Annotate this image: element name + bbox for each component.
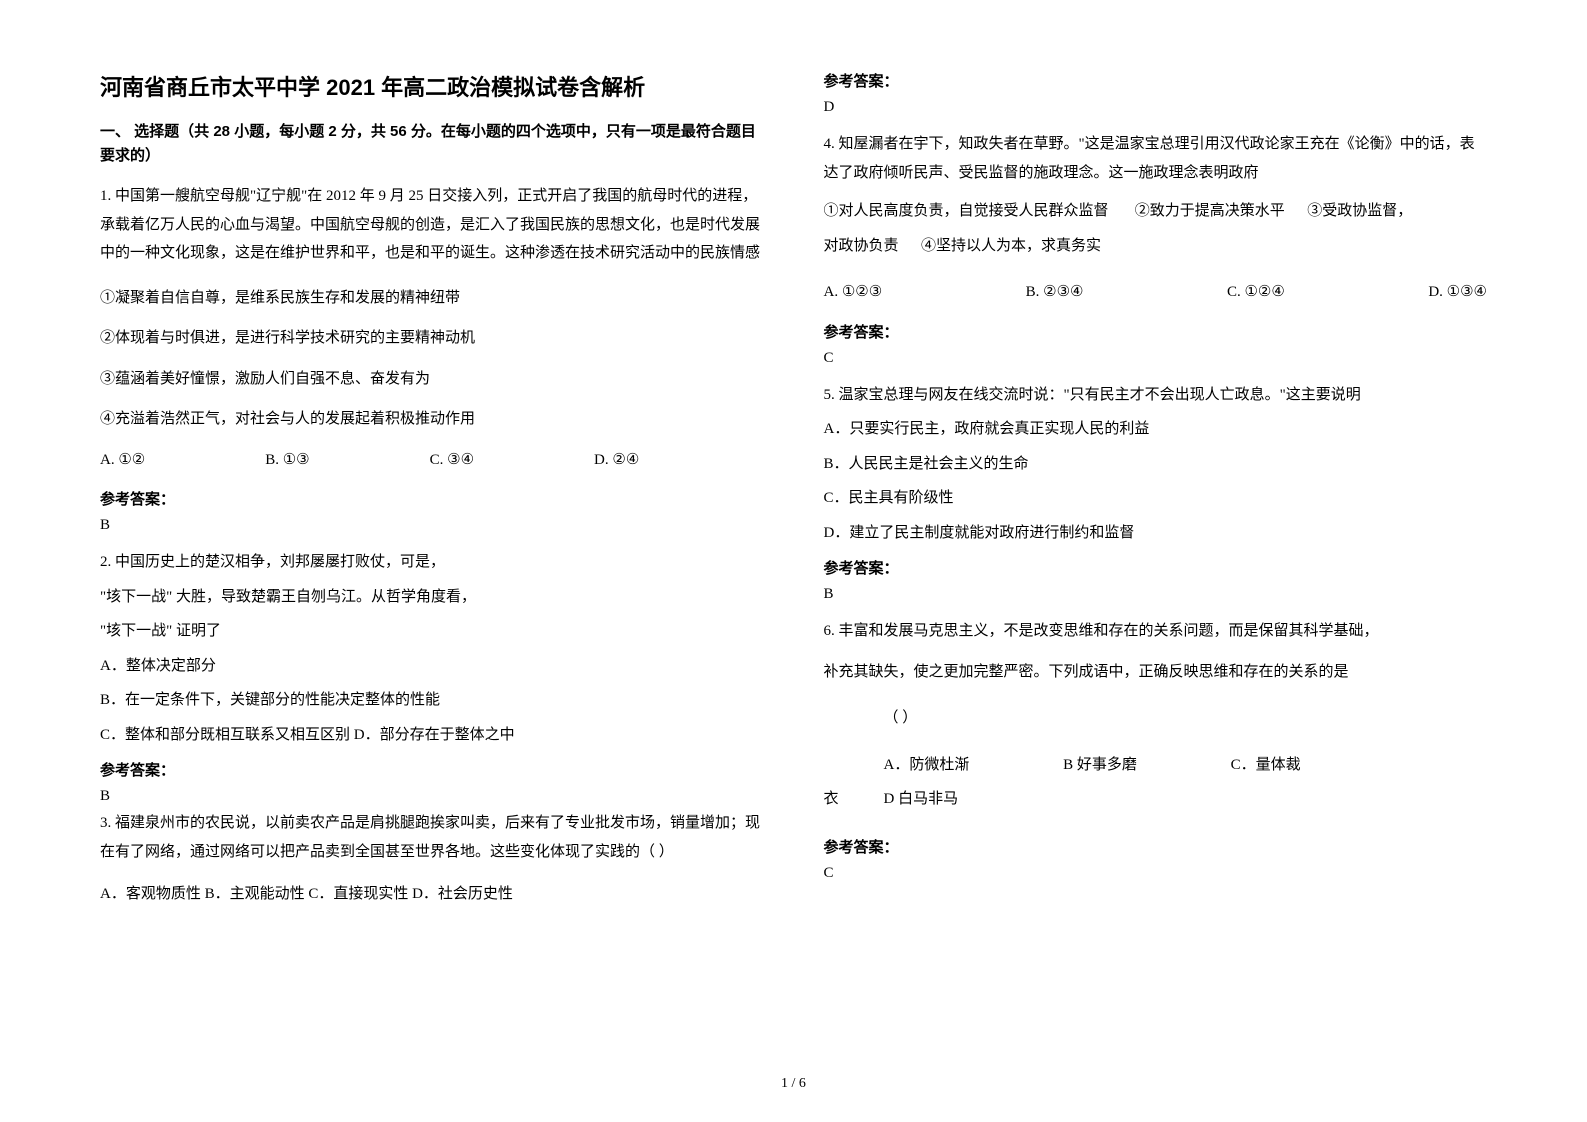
q4-answer-label: 参考答案： — [824, 321, 1488, 342]
q5-choice-b: B．人民民主是社会主义的生命 — [824, 450, 1488, 479]
q4-stmt3: ③受政协监督， — [1307, 203, 1412, 219]
q5-choice-c: C．民主具有阶级性 — [824, 484, 1488, 513]
section-heading: 一、 选择题（共 28 小题，每小题 2 分，共 56 分。在每小题的四个选项中… — [100, 120, 764, 168]
q6-answer: C — [824, 865, 1488, 882]
q4-choice-b: B. ②③④ — [1026, 278, 1084, 307]
right-column: 参考答案： D 4. 知屋漏者在宇下，知政失者在草野。"这是温家宝总理引用汉代政… — [824, 70, 1488, 1070]
q1-opt1: ①凝聚着自信自尊，是维系民族生存和发展的精神纽带 — [100, 284, 764, 313]
q6-line2: 补充其缺失，使之更加完整严密。下列成语中，正确反映思维和存在的关系的是 — [824, 658, 1488, 687]
q6-choice-b: B 好事多磨 — [1063, 757, 1137, 773]
left-column: 河南省商丘市太平中学 2021 年高二政治模拟试卷含解析 一、 选择题（共 28… — [100, 70, 764, 1070]
q1-answer-label: 参考答案： — [100, 488, 764, 509]
q1-choice-c: C. ③④ — [430, 446, 474, 475]
q5-stem: 5. 温家宝总理与网友在线交流时说："只有民主才不会出现人亡政息。"这主要说明 — [824, 381, 1488, 410]
q4-stmt2: ②致力于提高决策水平 — [1135, 203, 1285, 219]
q1-answer: B — [100, 517, 764, 534]
q4-stmts-l1: ①对人民高度负责，自觉接受人民群众监督 ②致力于提高决策水平 ③受政协监督， — [824, 197, 1488, 226]
q6-paren: （ ） — [824, 704, 1488, 733]
q2-answer: B — [100, 788, 764, 805]
q4-choices: A. ①②③ B. ②③④ C. ①②④ D. ①③④ — [824, 278, 1488, 307]
q4-stmt3-cont: 对政协负责 — [824, 238, 899, 254]
page-footer: 1 / 6 — [0, 1076, 1587, 1092]
q4-stmts-l2: 对政协负责 ④坚持以人为本，求真务实 — [824, 232, 1488, 261]
q1-choice-d: D. ②④ — [594, 446, 639, 475]
q4-choice-d: D. ①③④ — [1428, 278, 1487, 307]
q1-choices: A. ①② B. ①③ C. ③④ D. ②④ — [100, 446, 764, 475]
q6-answer-label: 参考答案： — [824, 836, 1488, 857]
q2-line1: 2. 中国历史上的楚汉相争，刘邦屡屡打败仗，可是， — [100, 548, 764, 577]
q1-stem: 1. 中国第一艘航空母舰"辽宁舰"在 2012 年 9 月 25 日交接入列，正… — [100, 182, 764, 268]
q1-opt3: ③蕴涵着美好憧憬，激励人们自强不息、奋发有为 — [100, 365, 764, 394]
q2-answer-label: 参考答案： — [100, 759, 764, 780]
exam-title: 河南省商丘市太平中学 2021 年高二政治模拟试卷含解析 — [100, 70, 764, 102]
q2-choice-cd: C．整体和部分既相互联系又相互区别 D．部分存在于整体之中 — [100, 721, 764, 750]
q2-line2: "垓下一战" 大胜，导致楚霸王自刎乌江。从哲学角度看， — [100, 583, 764, 612]
q6-choice-c: C．量体裁 — [1231, 757, 1301, 773]
q5-choice-a: A．只要实行民主，政府就会真正实现人民的利益 — [824, 415, 1488, 444]
q4-answer: C — [824, 350, 1488, 367]
q6-choice-d: D 白马非马 — [884, 791, 959, 807]
q4-choice-a: A. ①②③ — [824, 278, 883, 307]
q3-answer-label: 参考答案： — [824, 70, 1488, 91]
q6-choices-row2: 衣 D 白马非马 — [824, 785, 1488, 814]
q6-line1: 6. 丰富和发展马克思主义，不是改变思维和存在的关系问题，而是保留其科学基础， — [824, 617, 1488, 646]
q4-choice-c: C. ①②④ — [1227, 278, 1285, 307]
q5-answer-label: 参考答案： — [824, 557, 1488, 578]
q5-choice-d: D．建立了民主制度就能对政府进行制约和监督 — [824, 519, 1488, 548]
q1-choice-b: B. ①③ — [265, 446, 309, 475]
q5-answer: B — [824, 586, 1488, 603]
q2-choice-a: A．整体决定部分 — [100, 652, 764, 681]
q1-opt4: ④充溢着浩然正气，对社会与人的发展起着积极推动作用 — [100, 405, 764, 434]
q2-line3: "垓下一战" 证明了 — [100, 617, 764, 646]
q4-stmt1: ①对人民高度负责，自觉接受人民群众监督 — [824, 203, 1109, 219]
q4-stem: 4. 知屋漏者在宇下，知政失者在草野。"这是温家宝总理引用汉代政论家王充在《论衡… — [824, 130, 1488, 187]
q6-choices-row1: A．防微杜渐 B 好事多磨 C．量体裁 — [824, 751, 1488, 780]
q6-choice-a: A．防微杜渐 — [884, 757, 970, 773]
q1-choice-a: A. ①② — [100, 446, 145, 475]
q3-choices: A．客观物质性 B．主观能动性 C．直接现实性 D．社会历史性 — [100, 880, 764, 909]
q2-choice-b: B．在一定条件下，关键部分的性能决定整体的性能 — [100, 686, 764, 715]
q3-stem: 3. 福建泉州市的农民说，以前卖农产品是肩挑腿跑挨家叫卖，后来有了专业批发市场，… — [100, 809, 764, 866]
q4-stmt4: ④坚持以人为本，求真务实 — [921, 238, 1101, 254]
q1-opt2: ②体现着与时俱进，是进行科学技术研究的主要精神动机 — [100, 324, 764, 353]
q6-choice-c-cont: 衣 — [824, 791, 839, 807]
q3-answer: D — [824, 99, 1488, 116]
